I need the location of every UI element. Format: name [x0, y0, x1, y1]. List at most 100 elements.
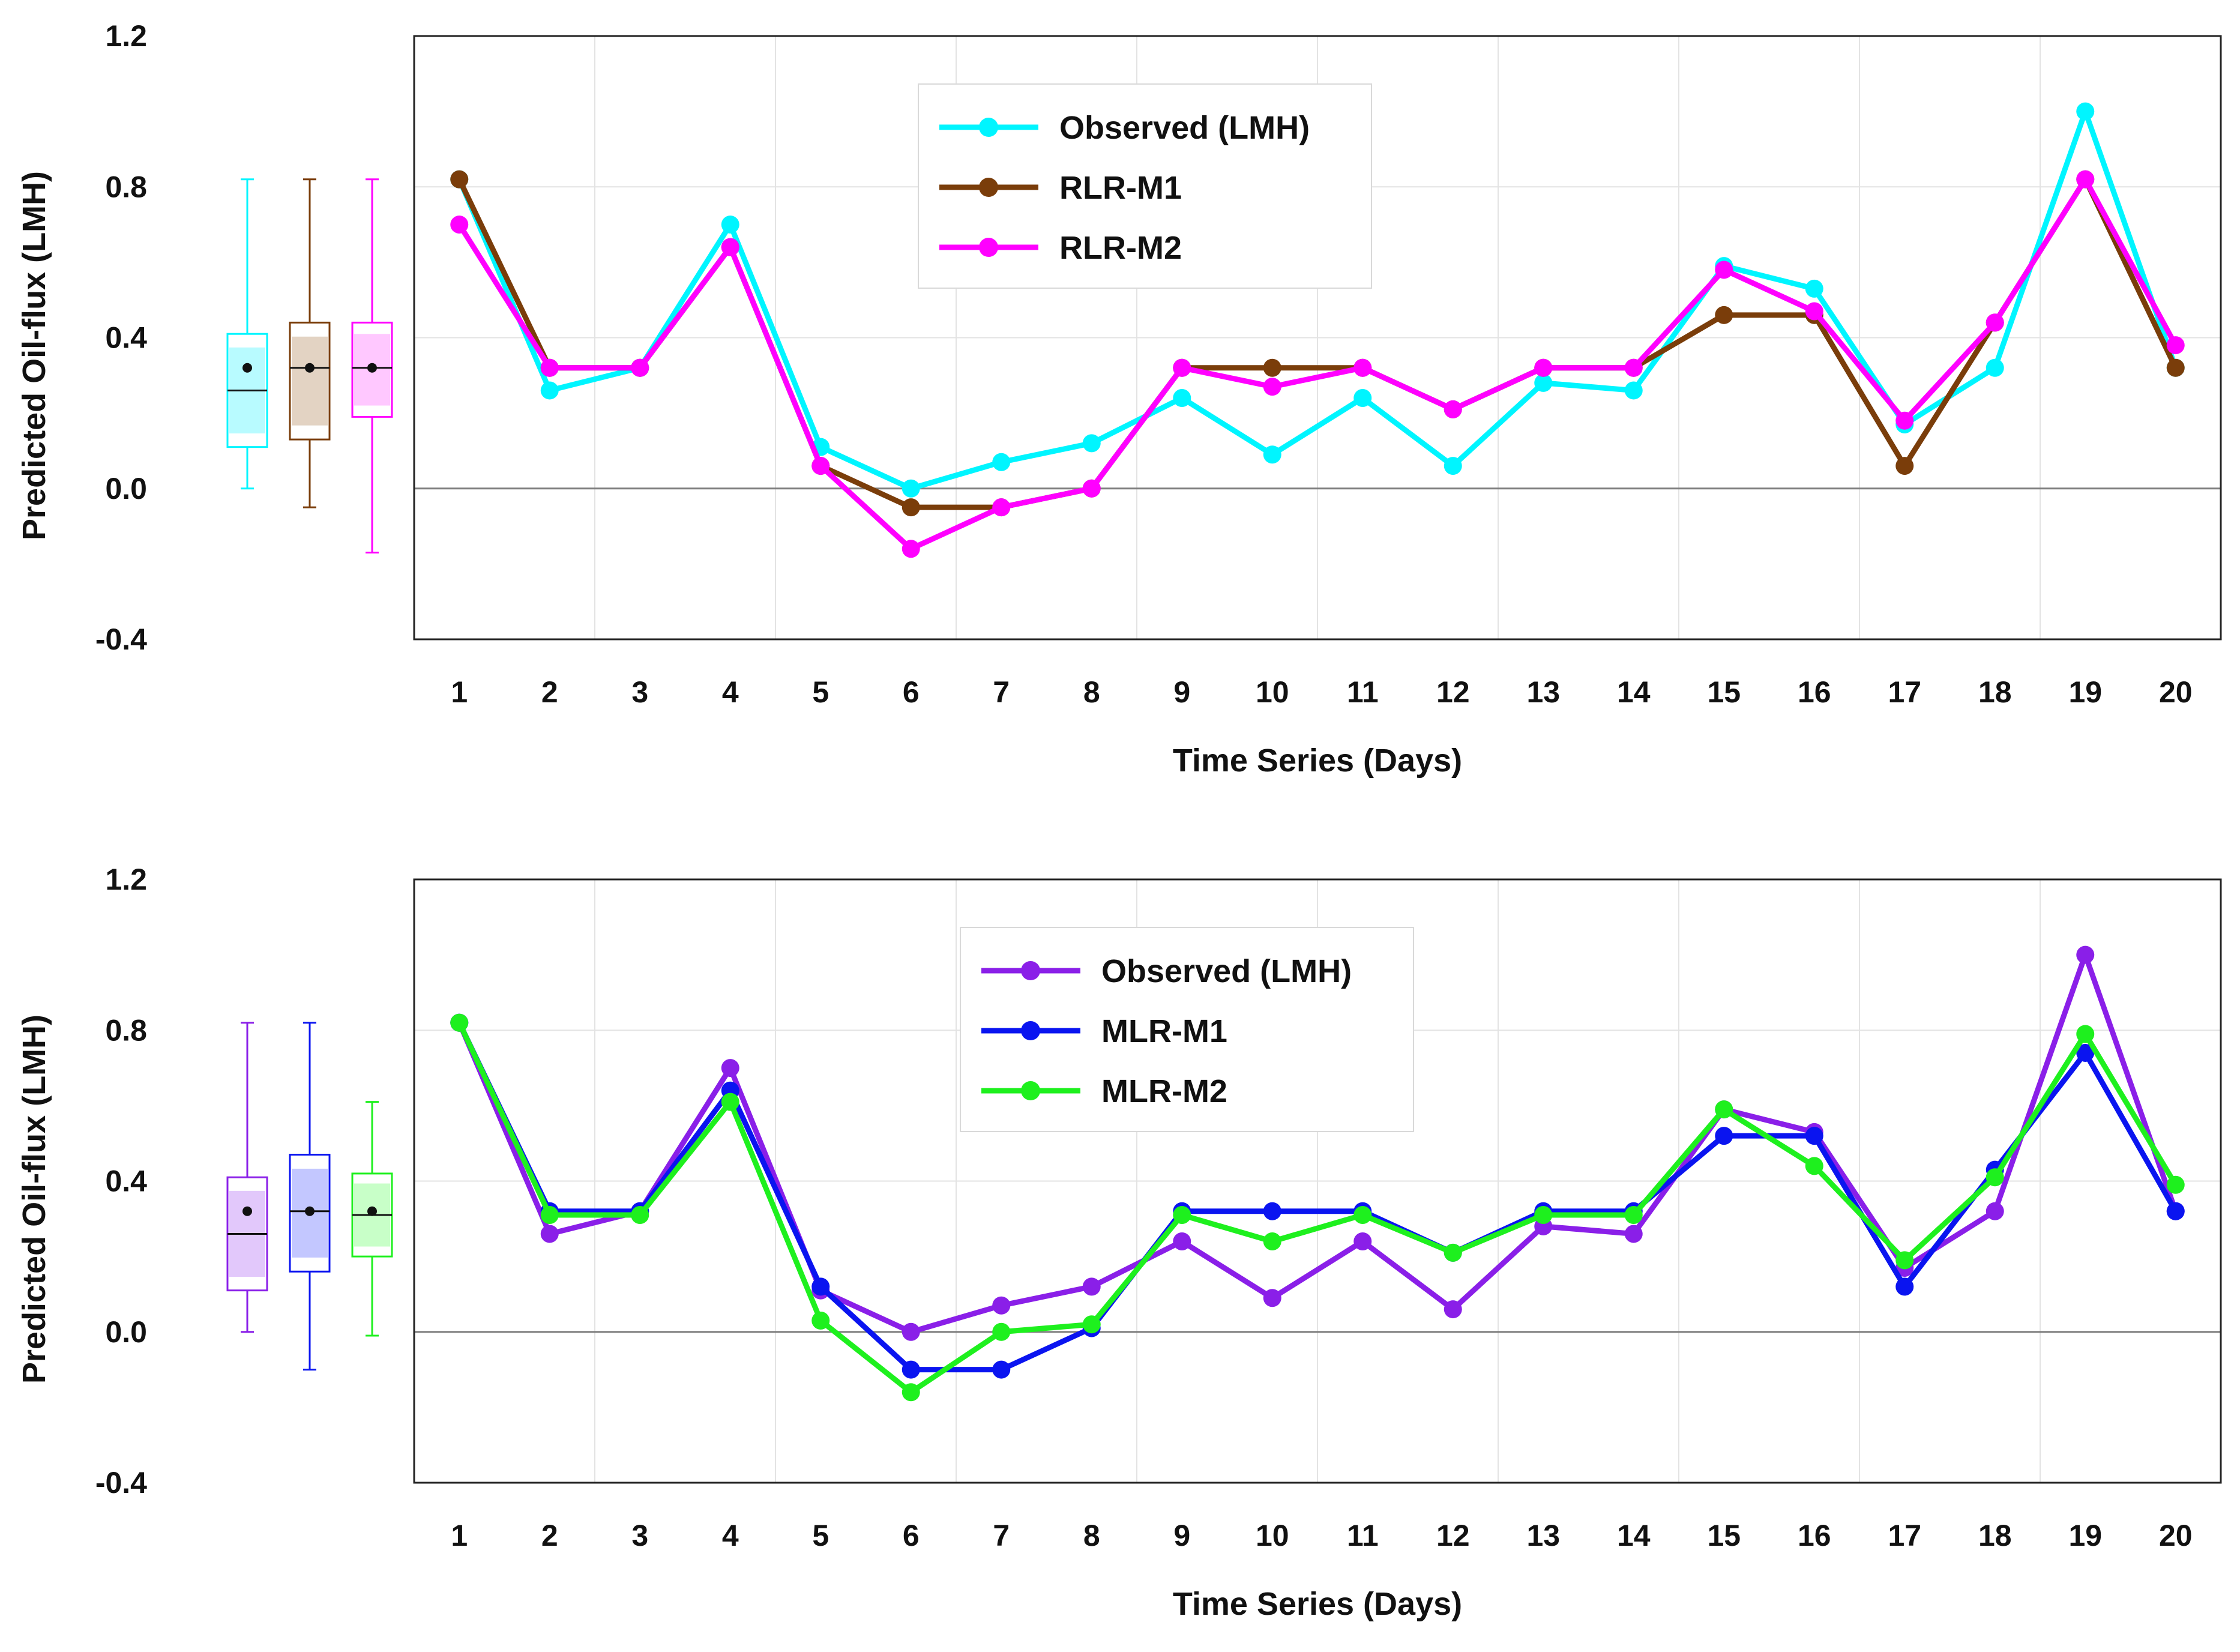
data-point: [1715, 306, 1733, 324]
top-chart-panel: 1.20.80.40.0-0.41 2 3 4 5 6 7 8 9 10 11 12 13 14 15 16 1…: [16, 19, 2222, 779]
x-tick-label: 15: [1707, 1519, 1741, 1552]
x-tick-label: 6: [903, 1519, 920, 1552]
legend-swatch-marker: [979, 178, 998, 197]
x-tick-label: 2: [541, 1519, 558, 1552]
legend-label: RLR-M2: [1059, 230, 1182, 266]
legend-label: RLR-M1: [1059, 170, 1182, 206]
data-point: [1895, 1251, 1914, 1270]
boxplot-shade: [292, 336, 328, 426]
data-point: [1082, 1277, 1101, 1296]
x-tick-label: 18: [1978, 675, 2012, 709]
legend-label: MLR-M1: [1101, 1013, 1227, 1049]
y-tick-label: 0.0: [105, 1315, 147, 1349]
x-axis-label: Time Series (Days): [1173, 743, 1462, 779]
x-tick-label: 10: [1256, 675, 1289, 709]
data-point: [631, 1206, 649, 1225]
data-point: [540, 1206, 559, 1225]
x-tick-label: 4: [722, 675, 739, 709]
y-tick-label: 0.0: [105, 472, 147, 505]
boxplot-1: [289, 1022, 331, 1371]
data-point: [2076, 170, 2095, 188]
x-tick-label: 5: [812, 675, 829, 709]
y-axis-label: Predicted Oil-flux (LMH): [16, 1014, 52, 1384]
data-point: [1444, 457, 1462, 475]
data-point: [811, 457, 830, 475]
x-tick-label: 10: [1256, 1519, 1289, 1552]
data-point: [2166, 336, 2185, 355]
x-tick-label: 14: [1617, 1519, 1651, 1552]
x-tick-label: 12: [1436, 675, 1470, 709]
legend: Observed (LMH) MLR-M1 MLR-M2: [960, 927, 1414, 1132]
x-axis-label: Time Series (Days): [1173, 1586, 1462, 1622]
x-tick-label: 16: [1798, 1519, 1831, 1552]
data-point: [992, 1322, 1011, 1341]
data-point: [721, 1093, 739, 1111]
data-point: [1534, 358, 1553, 377]
x-tick-label: 2: [541, 675, 558, 709]
data-point: [811, 1277, 830, 1296]
legend-swatch-marker: [1021, 1081, 1040, 1100]
boxplot-2: [351, 178, 393, 554]
x-tick-label: 9: [1173, 675, 1190, 709]
series-2: [450, 170, 2185, 558]
data-point: [1263, 358, 1281, 377]
data-point: [1444, 400, 1462, 418]
data-point: [902, 498, 920, 517]
data-point: [992, 453, 1011, 471]
boxplot-2: [351, 1101, 393, 1337]
data-point: [1624, 1225, 1643, 1243]
legend-swatch-marker: [1021, 961, 1040, 980]
legend: Observed (LMH) RLR-M1 RLR-M2: [918, 83, 1372, 289]
x-tick-label: 7: [993, 675, 1010, 709]
data-point: [1353, 1206, 1372, 1225]
data-point: [1534, 373, 1553, 392]
x-tick-label: 1: [451, 675, 468, 709]
legend-label: Observed (LMH): [1059, 110, 1310, 146]
data-point: [1895, 411, 1914, 430]
data-point: [1353, 1232, 1372, 1250]
data-point: [1263, 1202, 1281, 1220]
x-tick-label: 19: [2068, 675, 2102, 709]
data-point: [1263, 445, 1281, 464]
data-point: [450, 1013, 469, 1032]
y-tick-label: 0.4: [105, 321, 147, 355]
data-point: [721, 216, 739, 234]
data-point: [1624, 358, 1643, 377]
data-point: [1624, 381, 1643, 400]
data-point: [1805, 1127, 1823, 1145]
data-point: [1353, 358, 1372, 377]
boxplot-mean: [305, 1206, 315, 1216]
y-tick-label: 1.2: [105, 863, 147, 896]
data-point: [1986, 358, 2004, 377]
data-point: [2076, 102, 2095, 121]
x-tick-label: 15: [1707, 675, 1741, 709]
x-tick-label: 6: [903, 675, 920, 709]
boxplot-mean: [367, 1206, 377, 1216]
x-tick-label: 11: [1347, 1519, 1379, 1552]
data-point: [721, 1059, 739, 1078]
data-point: [1805, 1157, 1823, 1175]
series-line: [457, 1021, 2178, 1373]
x-tick-label: 8: [1083, 1519, 1100, 1552]
legend-swatch-marker: [979, 238, 998, 257]
boxplot-mean: [305, 363, 315, 373]
boxplot-mean: [367, 363, 377, 373]
data-point: [992, 498, 1011, 517]
x-tick-label: 13: [1526, 675, 1560, 709]
data-point: [1263, 1289, 1281, 1307]
x-tick-label: 13: [1526, 1519, 1560, 1552]
legend-swatch-marker: [1021, 1021, 1040, 1040]
data-point: [721, 238, 739, 256]
data-point: [1353, 389, 1372, 407]
series-line: [457, 176, 2178, 552]
data-point: [2166, 358, 2185, 377]
data-point: [1173, 389, 1191, 407]
data-point: [1173, 1232, 1191, 1250]
legend-label: MLR-M2: [1101, 1073, 1227, 1109]
data-point: [992, 1296, 1011, 1315]
data-point: [811, 1311, 830, 1330]
data-point: [2076, 1043, 2095, 1062]
series-2: [450, 1013, 2185, 1402]
x-tick-label: 3: [631, 1519, 648, 1552]
